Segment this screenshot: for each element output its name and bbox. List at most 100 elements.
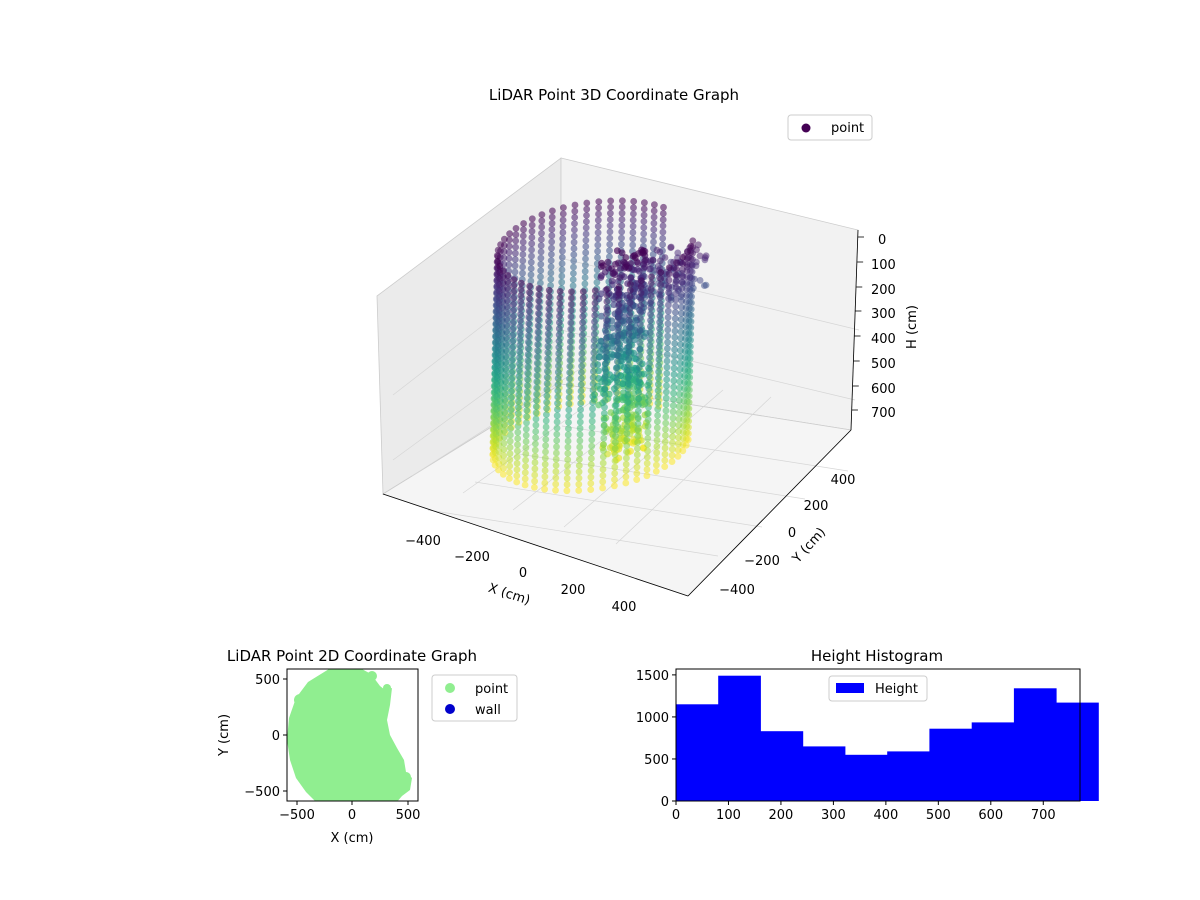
plot3d-point — [578, 350, 586, 358]
plot3d-point — [563, 487, 571, 495]
plot2d-y-tick-label: 500 — [255, 673, 280, 688]
plot3d-point — [517, 310, 524, 318]
plot3d-point — [578, 362, 585, 370]
plot3d-point — [571, 226, 578, 234]
plot3d-point — [608, 324, 616, 332]
plot3d-point — [645, 372, 653, 380]
plot3d-point — [505, 248, 513, 256]
plot3d-point — [625, 349, 633, 356]
plot3d-point — [611, 457, 619, 465]
plot3d-point — [555, 331, 563, 339]
histogram-y-tick-label: 1000 — [636, 711, 669, 726]
plot3d-point — [602, 329, 610, 336]
plot3d-point — [598, 312, 605, 320]
plot3d-point — [534, 322, 542, 330]
plot3d-point — [677, 341, 684, 348]
plot3d-point — [577, 393, 585, 401]
plot3d-points — [489, 197, 710, 495]
plot3d-point — [635, 395, 642, 403]
plot3d-point — [582, 243, 590, 250]
plot3d-point — [509, 319, 517, 327]
plot3d-point — [571, 220, 578, 228]
plot3d-point — [654, 399, 662, 407]
plot3d-point — [545, 305, 553, 313]
plot3d-point — [622, 460, 630, 468]
plot3d-point — [662, 419, 670, 427]
plot3d-point — [587, 480, 595, 487]
plot3d-point — [669, 439, 676, 447]
plot3d-point — [678, 291, 686, 298]
plot3d-point — [555, 325, 563, 333]
plot3d-point — [653, 455, 660, 463]
plot3d-point — [594, 229, 602, 237]
plot3d-point — [506, 450, 514, 457]
plot3d-point — [553, 412, 561, 420]
plot3d-point — [650, 213, 658, 221]
plot3d-point — [664, 345, 671, 352]
plot3d-point — [609, 270, 617, 277]
plot3d-point — [534, 334, 542, 342]
plot3d-point — [640, 236, 647, 244]
plot3d-point — [569, 282, 577, 290]
plot3d-point — [588, 448, 595, 456]
plot3d-point — [500, 464, 507, 472]
plot3d-point — [537, 279, 544, 287]
plot3d-point — [671, 321, 679, 329]
plot3d-point — [516, 341, 524, 349]
plot3d-point — [646, 366, 653, 374]
plot3d-point — [625, 355, 633, 363]
plot3d-point — [582, 261, 589, 269]
plot3d-point — [524, 351, 532, 358]
plot3d-point — [591, 318, 598, 326]
plot3d-point — [507, 406, 515, 414]
plot3d-point — [506, 437, 514, 445]
plot3d-point — [509, 325, 517, 333]
plot3d-point — [503, 328, 510, 335]
plot3d-point — [553, 449, 560, 457]
plot3d-point — [626, 318, 633, 325]
plot3d-point — [671, 327, 679, 335]
plot3d-y-axis-line — [687, 429, 852, 597]
plot3d-point — [656, 300, 664, 307]
plot3d-point — [575, 487, 583, 494]
plot3d-point — [589, 399, 597, 406]
plot3d-point — [508, 381, 515, 389]
plot3d-point — [508, 369, 516, 377]
plot3d-point — [665, 295, 672, 303]
plot3d-point — [560, 204, 567, 212]
plot3d-point — [590, 330, 598, 338]
plot3d-point — [526, 282, 534, 290]
plot3d-point — [545, 311, 553, 319]
plot3d-point — [564, 431, 572, 439]
plot3d-point — [515, 397, 522, 405]
plot3d-point — [555, 343, 563, 351]
plot3d-point — [635, 389, 643, 396]
plot3d-point — [602, 347, 610, 355]
plot3d-point — [559, 229, 567, 236]
plot3d-point — [517, 285, 525, 293]
plot3d-point — [581, 267, 589, 275]
plot3d-point — [606, 228, 614, 236]
plot3d-point — [516, 354, 523, 362]
plot3d-point — [670, 383, 678, 391]
plot3d-point — [545, 293, 553, 300]
plot3d-point — [559, 222, 567, 230]
plot3d-point — [599, 459, 607, 467]
plot3d-point — [511, 256, 519, 263]
plot3d-point — [525, 332, 532, 340]
plot3d-point — [675, 434, 682, 441]
plot3d-point — [547, 269, 555, 277]
plot3d-point — [664, 320, 672, 328]
plot3d-point — [517, 292, 525, 299]
plot3d-point — [657, 269, 665, 276]
plot3d-point — [506, 236, 513, 244]
plot3d-point — [556, 288, 564, 295]
plot3d-point — [554, 368, 562, 376]
plot3d-point — [613, 247, 621, 255]
plot3d-point — [643, 466, 651, 473]
histogram-bar — [844, 754, 888, 801]
plot3d-point — [534, 328, 542, 336]
plot3d-point — [582, 224, 590, 232]
plot3d-point — [537, 273, 544, 281]
plot3d-point — [513, 466, 521, 473]
